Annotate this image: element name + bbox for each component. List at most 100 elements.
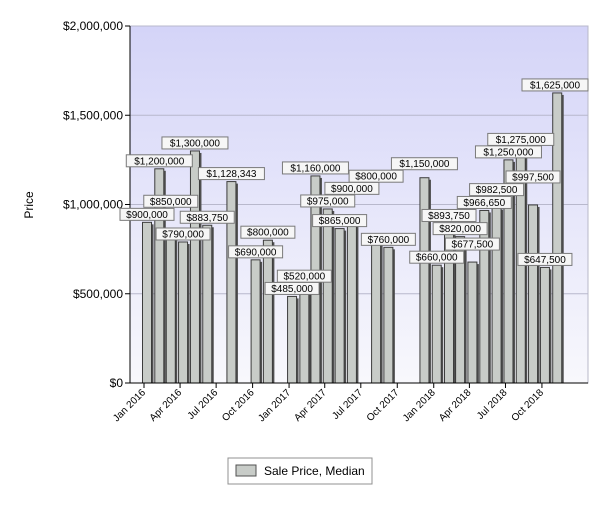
data-label-box [517,252,573,266]
data-label-box [312,214,368,228]
data-label-box [300,194,356,208]
bar [202,224,213,384]
x-tick-label: Oct 2016 [220,387,257,424]
y-tick-label: $500,000 [73,287,123,301]
bar [371,239,382,384]
data-label: $677,500 [452,240,494,251]
data-label: $520,000 [283,272,325,283]
data-label: $800,000 [247,228,289,239]
x-tick-label: Jul 2018 [475,387,510,422]
y-axis-title: Price [22,191,36,219]
x-tick-label: Apr 2016 [148,387,185,424]
bar [491,207,502,384]
bar [250,259,261,384]
data-label-box [281,161,349,175]
data-label-box [119,207,175,221]
data-label: $1,150,000 [399,159,449,170]
data-label: $1,160,000 [290,163,340,174]
data-label: $865,000 [319,216,361,227]
y-tick-label: $2,000,000 [63,19,123,33]
x-tick-label: Apr 2017 [292,387,329,424]
data-label: $800,000 [355,172,397,183]
data-label: $893,750 [428,211,470,222]
data-label: $1,275,000 [496,135,546,146]
data-label-box [421,208,477,222]
bar [262,239,273,384]
data-label-box [240,225,296,239]
data-label-box [228,245,284,259]
data-label: $485,000 [271,284,313,295]
x-tick-label: Jan 2017 [256,387,293,424]
data-label: $760,000 [368,235,410,246]
data-label-box [179,210,235,224]
bar [178,241,189,384]
data-label: $900,000 [331,184,373,195]
bar [539,266,550,384]
data-label-box [487,132,555,146]
data-label: $820,000 [439,224,481,235]
bar [431,264,442,384]
data-label-box [521,78,589,92]
legend-label: Sale Price, Median [264,464,365,478]
data-label: $660,000 [416,253,458,264]
y-tick-label: $1,000,000 [63,198,123,212]
data-label-box [143,194,199,208]
data-label: $975,000 [307,196,349,207]
data-label-box [390,157,458,171]
data-label: $790,000 [162,229,204,240]
data-label-box [125,154,193,168]
data-label-box [456,195,512,209]
bar [322,208,333,384]
data-label-box [409,250,465,264]
data-label-box [197,167,265,181]
data-label-box [444,237,500,251]
data-label: $1,200,000 [134,156,184,167]
bar [287,295,298,384]
data-label: $966,650 [463,198,505,209]
legend[interactable]: Sale Price, Median [227,457,373,485]
data-label: $690,000 [235,247,277,258]
data-label: $883,750 [186,213,228,224]
bar [383,246,394,384]
data-label-box [505,170,561,184]
data-label-box [432,222,488,236]
x-tick-label: Oct 2017 [365,387,402,424]
data-label: $982,500 [476,185,518,196]
data-label: $1,625,000 [530,80,580,91]
data-label-box [348,169,404,183]
bar [165,230,176,384]
x-tick-label: Jul 2017 [330,387,365,422]
y-tick-label: $1,500,000 [63,108,123,122]
x-tick-label: Jan 2018 [401,387,438,424]
bar [299,289,310,384]
bar [334,228,345,384]
data-label: $1,128,343 [206,169,256,180]
x-tick-label: Oct 2018 [510,387,547,424]
x-tick-label: Apr 2018 [437,387,474,424]
bar [142,221,152,384]
data-label-box [161,136,229,150]
data-label-box [469,183,525,197]
data-label-box [360,232,416,246]
bar [479,209,490,384]
data-label: $647,500 [524,255,566,266]
x-tick-label: Jul 2016 [186,387,221,422]
data-label: $900,000 [126,210,168,221]
data-label: $1,250,000 [483,147,533,158]
bar [189,150,200,384]
data-label: $1,300,000 [170,138,220,149]
data-label-box [155,227,211,241]
bar [346,221,357,384]
x-tick-label: Jan 2016 [111,387,148,424]
bar [467,261,478,384]
legend-swatch [235,464,257,477]
data-label: $997,500 [512,172,554,183]
data-label-box [276,269,332,283]
bar [419,177,430,384]
data-labels: $900,000 $1,200,000 $850,000 $790,000 $1,300… [119,78,589,295]
data-label: $850,000 [150,197,192,208]
y-tick-label: $0 [110,376,124,390]
bar [528,204,539,384]
